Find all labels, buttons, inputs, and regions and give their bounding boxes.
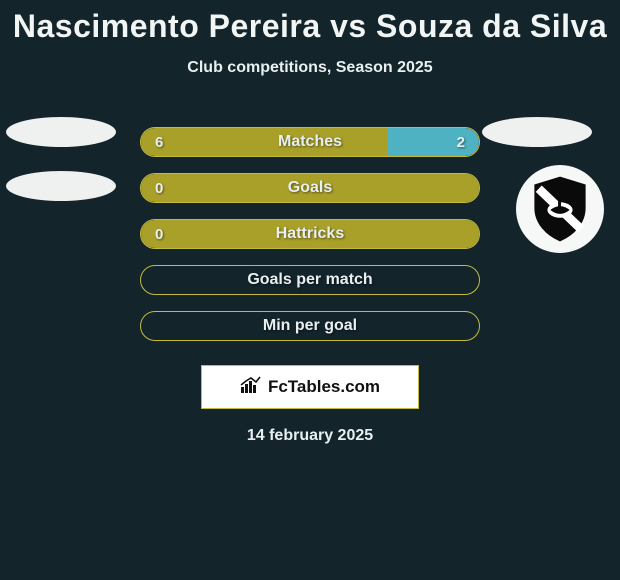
stat-bar-right-fill [387,128,479,156]
date-text: 14 february 2025 [0,427,620,445]
stat-bar: Hattricks 0 [140,219,480,249]
subtitle: Club competitions, Season 2025 [0,59,620,77]
stat-row: Matches 6 2 [0,119,620,165]
stat-bar: Goals per match [140,265,480,295]
stat-value-left: 0 [155,180,163,197]
brand-box: FcTables.com [201,365,419,409]
shield-icon [531,175,589,243]
stat-bar: Goals 0 [140,173,480,203]
stat-value-left: 0 [155,226,163,243]
stat-label: Goals per match [247,271,372,289]
player-ellipse-left [6,117,116,147]
comparison-card: Nascimento Pereira vs Souza da Silva Clu… [0,0,620,580]
stat-label: Min per goal [263,317,357,335]
stat-label: Hattricks [276,225,344,243]
stat-label: Matches [278,133,342,151]
stat-row: Hattricks 0 [0,211,620,257]
stat-bar-left-fill [141,128,389,156]
stat-bar: Matches 6 2 [140,127,480,157]
stat-row: Min per goal [0,303,620,349]
club-badge [516,165,604,253]
page-title: Nascimento Pereira vs Souza da Silva [0,0,620,45]
stat-label: Goals [288,179,332,197]
stat-value-right: 2 [457,134,465,151]
brand-text: FcTables.com [268,377,380,397]
player-ellipse-right [482,117,592,147]
chart-area: Matches 6 2 Goals 0 Hattricks 0 Goals per matc… [0,119,620,349]
stat-row: Goals per match [0,257,620,303]
stat-value-left: 6 [155,134,163,151]
stat-bar: Min per goal [140,311,480,341]
brand-chart-icon [240,376,262,399]
player-ellipse-left [6,171,116,201]
